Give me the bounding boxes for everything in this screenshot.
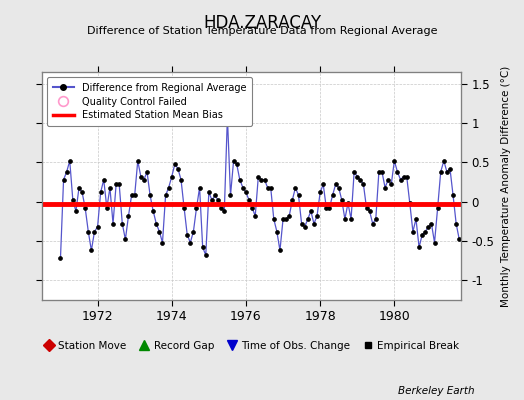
Legend: Difference from Regional Average, Quality Control Failed, Estimated Station Mean: Difference from Regional Average, Qualit…	[47, 77, 252, 126]
Y-axis label: Monthly Temperature Anomaly Difference (°C): Monthly Temperature Anomaly Difference (…	[501, 65, 511, 307]
Legend: Station Move, Record Gap, Time of Obs. Change, Empirical Break: Station Move, Record Gap, Time of Obs. C…	[40, 338, 463, 354]
Text: Difference of Station Temperature Data from Regional Average: Difference of Station Temperature Data f…	[87, 26, 437, 36]
Text: HDA.ZARACAY: HDA.ZARACAY	[203, 14, 321, 32]
Text: Berkeley Earth: Berkeley Earth	[398, 386, 474, 396]
